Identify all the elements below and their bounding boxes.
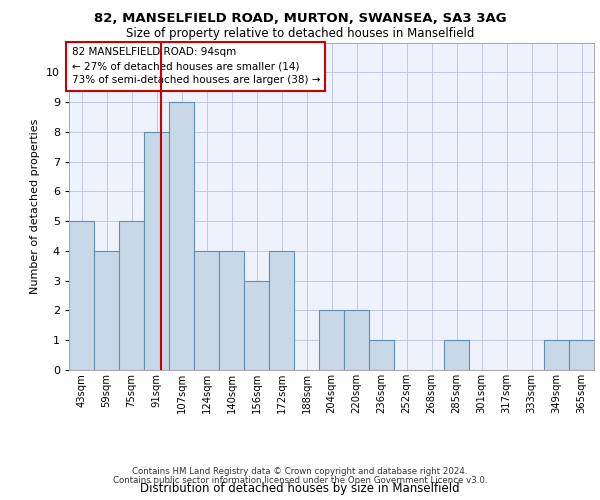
Y-axis label: Number of detached properties: Number of detached properties — [31, 118, 40, 294]
Bar — [69, 221, 94, 370]
Bar — [169, 102, 194, 370]
Bar — [269, 251, 294, 370]
Bar — [244, 280, 269, 370]
Text: Size of property relative to detached houses in Manselfield: Size of property relative to detached ho… — [126, 28, 474, 40]
Bar — [119, 221, 144, 370]
Text: Distribution of detached houses by size in Manselfield: Distribution of detached houses by size … — [140, 482, 460, 495]
Bar — [344, 310, 369, 370]
Bar — [319, 310, 344, 370]
Text: Contains HM Land Registry data © Crown copyright and database right 2024.: Contains HM Land Registry data © Crown c… — [132, 467, 468, 476]
Bar — [569, 340, 594, 370]
Bar — [194, 251, 219, 370]
Bar — [219, 251, 244, 370]
Bar — [444, 340, 469, 370]
Bar — [94, 251, 119, 370]
Bar — [144, 132, 169, 370]
Text: Contains public sector information licensed under the Open Government Licence v3: Contains public sector information licen… — [113, 476, 487, 485]
Text: 82, MANSELFIELD ROAD, MURTON, SWANSEA, SA3 3AG: 82, MANSELFIELD ROAD, MURTON, SWANSEA, S… — [94, 12, 506, 26]
Bar — [369, 340, 394, 370]
Bar — [544, 340, 569, 370]
Text: 82 MANSELFIELD ROAD: 94sqm
← 27% of detached houses are smaller (14)
73% of semi: 82 MANSELFIELD ROAD: 94sqm ← 27% of deta… — [71, 48, 320, 86]
